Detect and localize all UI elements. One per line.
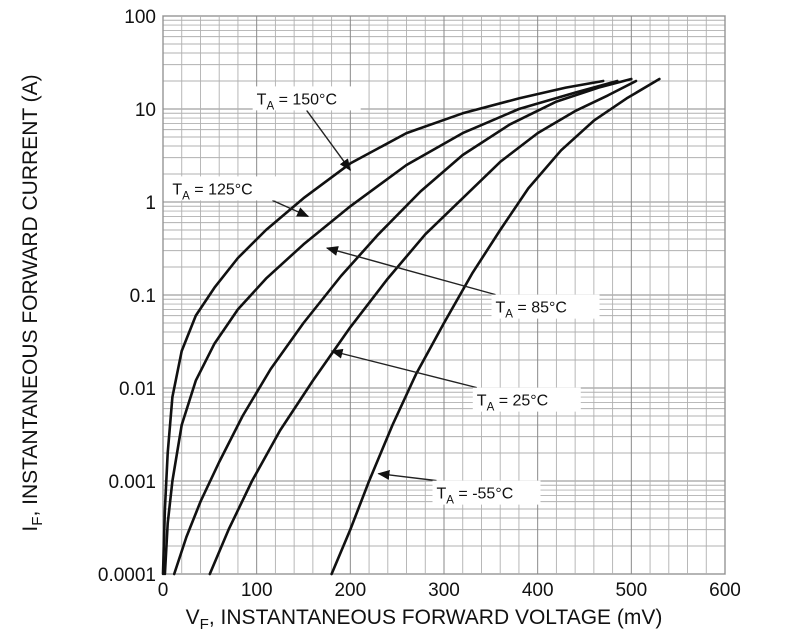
annotation-box-3 bbox=[472, 387, 581, 412]
y-tick-label: 0.0001 bbox=[98, 565, 156, 586]
annotation-box-0 bbox=[252, 86, 361, 111]
series-line-2 bbox=[172, 77, 633, 576]
x-tick-label: 100 bbox=[241, 580, 273, 601]
annotation-box-2 bbox=[491, 294, 600, 319]
y-axis-title: IF, INSTANTANEOUS FORWARD CURRENT (A) bbox=[19, 74, 46, 531]
annotation-label-4: TA = -55°C bbox=[437, 486, 514, 507]
x-tick-label: 500 bbox=[615, 580, 647, 601]
annotation-arrow-2 bbox=[325, 246, 496, 296]
annotation-arrow-1 bbox=[272, 199, 310, 218]
annotation-label-0: TA = 150°C bbox=[257, 91, 337, 112]
series-line-4 bbox=[330, 77, 661, 576]
chart-annotations: TA = 150°C TA = 125°C TA = 85°C TA = 25°C TA… bbox=[168, 86, 600, 507]
chart-axis-titles: VF, INSTANTANEOUS FORWARD VOLTAGE (mV) IF… bbox=[19, 74, 662, 633]
annotation-box-4 bbox=[432, 480, 541, 505]
y-tick-label: 100 bbox=[124, 7, 156, 28]
annotation-arrow-0 bbox=[306, 109, 351, 171]
annotation-arrow-4 bbox=[377, 469, 437, 482]
x-axis-title: VF, INSTANTANEOUS FORWARD VOLTAGE (mV) bbox=[186, 606, 663, 633]
x-tick-label: 0 bbox=[158, 580, 169, 601]
chart-ticks: 0 100 200 300 400 500 600 0.0001 0.001 0.01 0.1 1 10… bbox=[98, 7, 741, 601]
y-tick-label: 1 bbox=[145, 193, 156, 214]
series-line-3 bbox=[208, 79, 638, 576]
y-tick-label: 0.01 bbox=[119, 379, 156, 400]
chart-series bbox=[161, 77, 661, 576]
x-tick-label: 400 bbox=[522, 580, 554, 601]
series-line-1 bbox=[163, 79, 619, 576]
y-tick-label: 0.001 bbox=[108, 472, 156, 493]
x-tick-label: 300 bbox=[428, 580, 460, 601]
annotation-arrow-3 bbox=[330, 348, 477, 389]
x-tick-label: 600 bbox=[709, 580, 741, 601]
y-tick-label: 0.1 bbox=[130, 286, 156, 307]
series-line-0 bbox=[161, 79, 605, 576]
annotation-label-3: TA = 25°C bbox=[477, 393, 548, 414]
annotation-box-1 bbox=[168, 176, 277, 201]
x-tick-label: 200 bbox=[334, 580, 366, 601]
annotation-label-1: TA = 125°C bbox=[172, 181, 252, 202]
annotation-label-2: TA = 85°C bbox=[496, 300, 567, 321]
y-tick-label: 10 bbox=[135, 100, 156, 121]
